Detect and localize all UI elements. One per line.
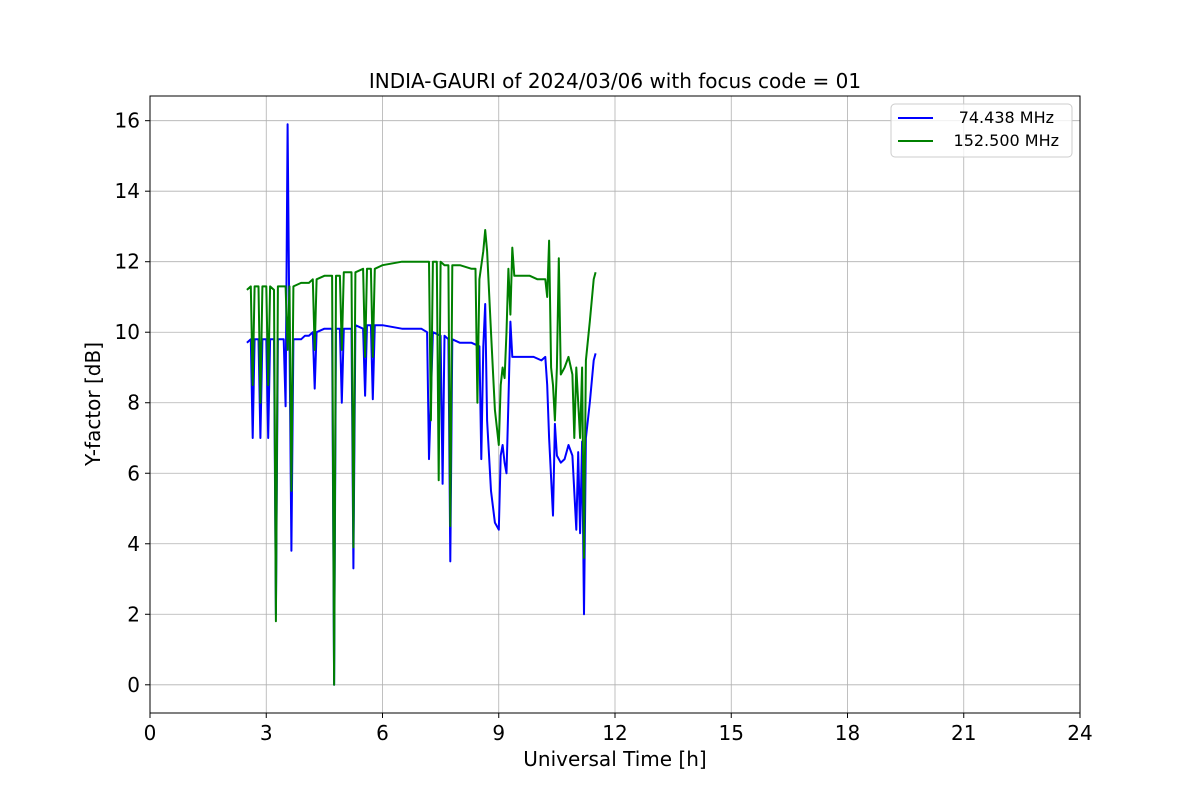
x-tick-label: 18 (835, 721, 860, 745)
y-tick-label: 0 (127, 673, 140, 697)
y-tick-label: 2 (127, 602, 140, 626)
x-tick-label: 3 (260, 721, 273, 745)
legend-label-152-mhz: 152.500 MHz (954, 131, 1059, 150)
legend-label-74-mhz: 74.438 MHz (959, 108, 1054, 127)
x-tick-label: 9 (492, 721, 505, 745)
y-tick-label: 12 (115, 250, 140, 274)
y-tick-label: 8 (127, 391, 140, 415)
chart-title: INDIA-GAURI of 2024/03/06 with focus cod… (369, 69, 861, 93)
x-tick-label: 15 (719, 721, 744, 745)
x-axis: 0 3 6 9 12 15 18 21 24 (144, 713, 1093, 745)
x-tick-label: 0 (144, 721, 157, 745)
x-tick-label: 12 (602, 721, 627, 745)
legend-box (890, 103, 1073, 158)
x-axis-label: Universal Time [h] (523, 747, 706, 771)
series-layer (246, 123, 597, 686)
legend: 74.438 MHz 152.500 MHz (890, 103, 1073, 158)
series-line-152-mhz (246, 229, 597, 686)
x-tick-label: 21 (951, 721, 976, 745)
y-tick-label: 14 (115, 179, 140, 203)
y-tick-label: 6 (127, 461, 140, 485)
y-axis-label: Y-factor [dB] (81, 342, 105, 467)
y-tick-label: 16 (115, 109, 140, 133)
y-tick-label: 10 (115, 320, 140, 344)
x-tick-label: 24 (1067, 721, 1092, 745)
x-tick-label: 6 (376, 721, 389, 745)
y-axis: 0 2 4 6 8 10 12 14 16 (115, 109, 150, 697)
y-tick-label: 4 (127, 532, 140, 556)
